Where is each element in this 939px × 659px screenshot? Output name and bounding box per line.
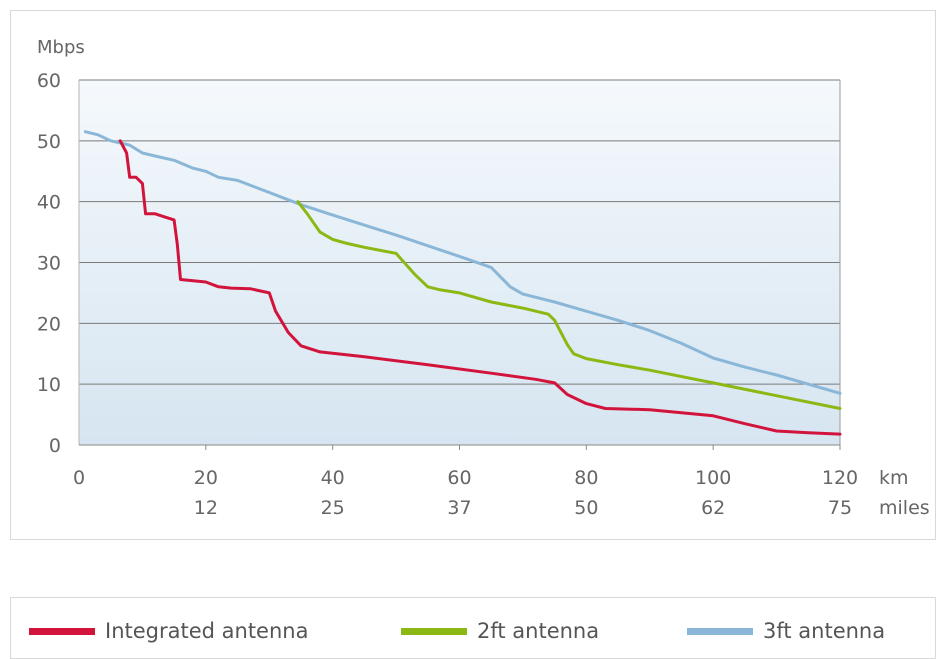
legend-swatch [401,627,467,635]
y-tick-label: 0 [49,435,61,457]
y-tick-label: 60 [37,70,61,92]
x-tick-label-km: 100 [695,467,731,489]
y-axis-title: Mbps [37,37,85,58]
y-tick-label: 10 [37,374,61,396]
legend-label: 2ft antenna [477,619,600,643]
x-tick-label-km: 20 [194,467,218,489]
y-tick-label: 20 [37,313,61,335]
x-tick-label-km: 40 [321,467,345,489]
chart-panel: Mbps 0 10 20 30 40 50 60 0 20 40 60 80 100 120 12 25 37 5… [10,10,936,540]
series-line-2ft-antenna [296,200,842,410]
line-chart: Mbps 0 10 20 30 40 50 60 0 20 40 60 80 100 120 12 25 37 5… [37,37,930,519]
series-line-integrated-antenna [118,139,842,436]
x-tick-label-km: 120 [822,467,858,489]
legend: Integrated antenna 2ft antenna 3ft anten… [10,597,936,659]
y-tick-label: 30 [37,253,61,275]
x-tick-label-miles: 50 [574,497,598,519]
legend-label: 3ft antenna [763,619,886,643]
x-tick-label-km: 80 [574,467,598,489]
x-tick-label-miles: 62 [701,497,725,519]
y-tick-label: 50 [37,131,61,153]
x-tick-label-km: 60 [447,467,471,489]
legend-swatch [687,627,753,635]
x-tick-label-miles: 37 [447,497,471,519]
x-tick-label-miles: 12 [194,497,218,519]
x-tick-label-km: 0 [73,467,85,489]
legend-swatch [29,627,95,635]
legend-item-integrated-antenna: Integrated antenna [29,616,308,646]
legend-label: Integrated antenna [105,619,309,643]
x-tick-label-miles: 75 [828,497,852,519]
legend-item-2ft-antenna: 2ft antenna [401,616,599,646]
x-tick-label-miles: 25 [321,497,345,519]
series-line-3ft-antenna [83,130,842,395]
x-unit-miles-label: miles [879,497,930,519]
legend-item-3ft-antenna: 3ft antenna [687,616,885,646]
x-unit-km-label: km [879,467,909,489]
y-tick-label: 40 [37,192,61,214]
